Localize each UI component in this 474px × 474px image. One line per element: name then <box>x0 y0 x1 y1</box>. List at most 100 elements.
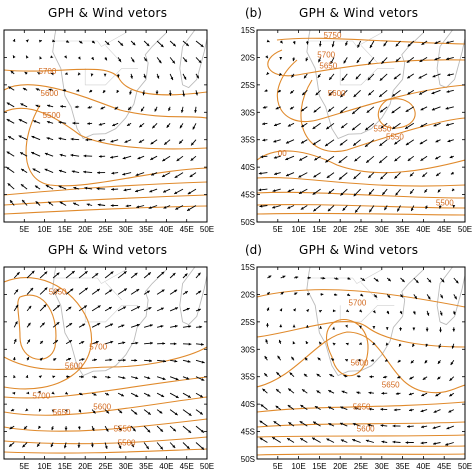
contour-label: 5550 <box>374 125 392 134</box>
wind-arrowhead <box>450 171 454 175</box>
wind-arrowhead <box>449 155 453 159</box>
wind-arrowhead <box>307 293 310 296</box>
wind-arrowhead <box>326 126 330 130</box>
country-border <box>84 305 138 323</box>
wind-arrowhead <box>419 59 423 62</box>
wind-arrowhead <box>38 425 41 429</box>
wind-arrowhead <box>148 206 152 209</box>
wind-arrowhead <box>77 445 81 448</box>
wind-arrowhead <box>131 444 134 448</box>
country-border <box>52 269 126 284</box>
wind-arrowhead <box>179 140 182 144</box>
wind-arrowhead <box>273 156 277 159</box>
wind-arrowhead <box>265 339 269 343</box>
wind-arrowhead <box>452 188 455 192</box>
gph-contour <box>4 448 207 454</box>
wind-arrowhead <box>369 45 373 48</box>
wind-arrowhead <box>272 205 276 209</box>
wind-arrowhead <box>368 175 372 178</box>
wind-arrowhead <box>272 437 276 440</box>
panel-label: (d) <box>245 243 262 257</box>
wind-arrowhead <box>20 103 24 106</box>
wind-arrowhead <box>152 125 156 129</box>
wind-arrowhead <box>375 278 379 282</box>
wind-vectors <box>259 275 459 446</box>
wind-arrowhead <box>301 124 305 127</box>
wind-arrowhead <box>392 126 396 129</box>
wind-arrowhead <box>142 92 146 96</box>
panel-title: GPH & Wind vetors <box>299 6 419 20</box>
wind-arrowhead <box>274 123 277 127</box>
wind-arrowhead <box>286 173 289 177</box>
map-d: 5700 5600 5650 5650 5600 5E 10E 15E 20E 25E 30E 35E… <box>241 263 472 471</box>
wind-arrowhead <box>90 73 94 77</box>
contour-label: 5700 <box>349 298 367 307</box>
wind-arrowhead <box>59 201 63 205</box>
wind-arrowhead <box>381 440 385 444</box>
gph-contour <box>4 194 207 206</box>
x-tick-label: 30E <box>375 225 389 234</box>
gph-contour <box>4 205 207 215</box>
wind-arrowhead <box>159 410 163 414</box>
wind-arrowhead <box>317 357 321 361</box>
wind-arrowhead <box>48 201 52 205</box>
wind-arrowhead <box>97 323 101 326</box>
wind-arrowhead <box>406 60 410 63</box>
wind-arrowhead <box>91 40 95 44</box>
wind-arrowhead <box>81 358 85 361</box>
wind-arrowhead <box>182 93 186 97</box>
wind-arrowhead <box>39 56 43 60</box>
contour-label: 5550 <box>114 425 132 434</box>
x-tick-label: 35E <box>139 225 153 234</box>
wind-arrowhead <box>123 188 127 192</box>
wind-arrowhead <box>325 143 328 147</box>
wind-arrowhead <box>407 158 411 161</box>
wind-arrowhead <box>313 208 317 212</box>
wind-arrowhead <box>339 142 343 146</box>
wind-arrowhead <box>174 359 178 363</box>
wind-arrowhead <box>87 105 91 109</box>
wind-arrowhead <box>81 341 85 344</box>
wind-arrowhead <box>180 109 184 113</box>
contour-label: 5650 <box>49 287 67 296</box>
wind-arrowhead <box>409 408 412 412</box>
wind-arrowhead <box>380 424 384 427</box>
wind-arrowhead <box>259 420 263 424</box>
wind-arrowhead <box>160 428 163 432</box>
wind-arrowhead <box>304 373 307 377</box>
wind-arrowhead <box>129 91 132 95</box>
wind-arrowhead <box>385 327 389 330</box>
wind-arrowhead <box>122 376 126 380</box>
wind-arrowhead <box>187 395 191 398</box>
wind-arrowhead <box>287 438 291 441</box>
wind-arrowhead <box>70 153 74 157</box>
wind-arrowhead <box>13 375 16 379</box>
wind-arrowhead <box>51 427 54 431</box>
wind-arrowhead <box>195 92 199 96</box>
wind-arrowhead <box>279 72 283 76</box>
wind-arrowhead <box>328 190 332 194</box>
wind-arrowhead <box>25 39 29 43</box>
x-tick-label: 35E <box>395 462 409 471</box>
wind-arrowhead <box>35 201 39 205</box>
wind-arrowhead <box>190 157 194 161</box>
wind-arrowhead <box>136 289 140 292</box>
wind-arrowhead <box>38 390 41 394</box>
wind-arrowhead <box>305 58 309 62</box>
x-tick-label: 25E <box>98 225 112 234</box>
wind-arrowhead <box>292 41 296 45</box>
wind-arrowhead <box>197 272 201 276</box>
wind-arrowhead <box>395 392 399 395</box>
gph-contour <box>4 277 92 390</box>
wind-arrowhead <box>314 157 318 161</box>
wind-arrowhead <box>407 75 411 79</box>
gph-contour <box>257 320 465 348</box>
gph-contour <box>377 98 416 129</box>
wind-arrowhead <box>71 271 75 274</box>
wind-arrowhead <box>6 102 10 106</box>
wind-arrowhead <box>341 390 345 394</box>
wind-arrowhead <box>332 326 335 330</box>
wind-arrowhead <box>258 188 262 192</box>
x-tick-label: 40E <box>159 462 173 471</box>
wind-arrowhead <box>414 296 417 299</box>
